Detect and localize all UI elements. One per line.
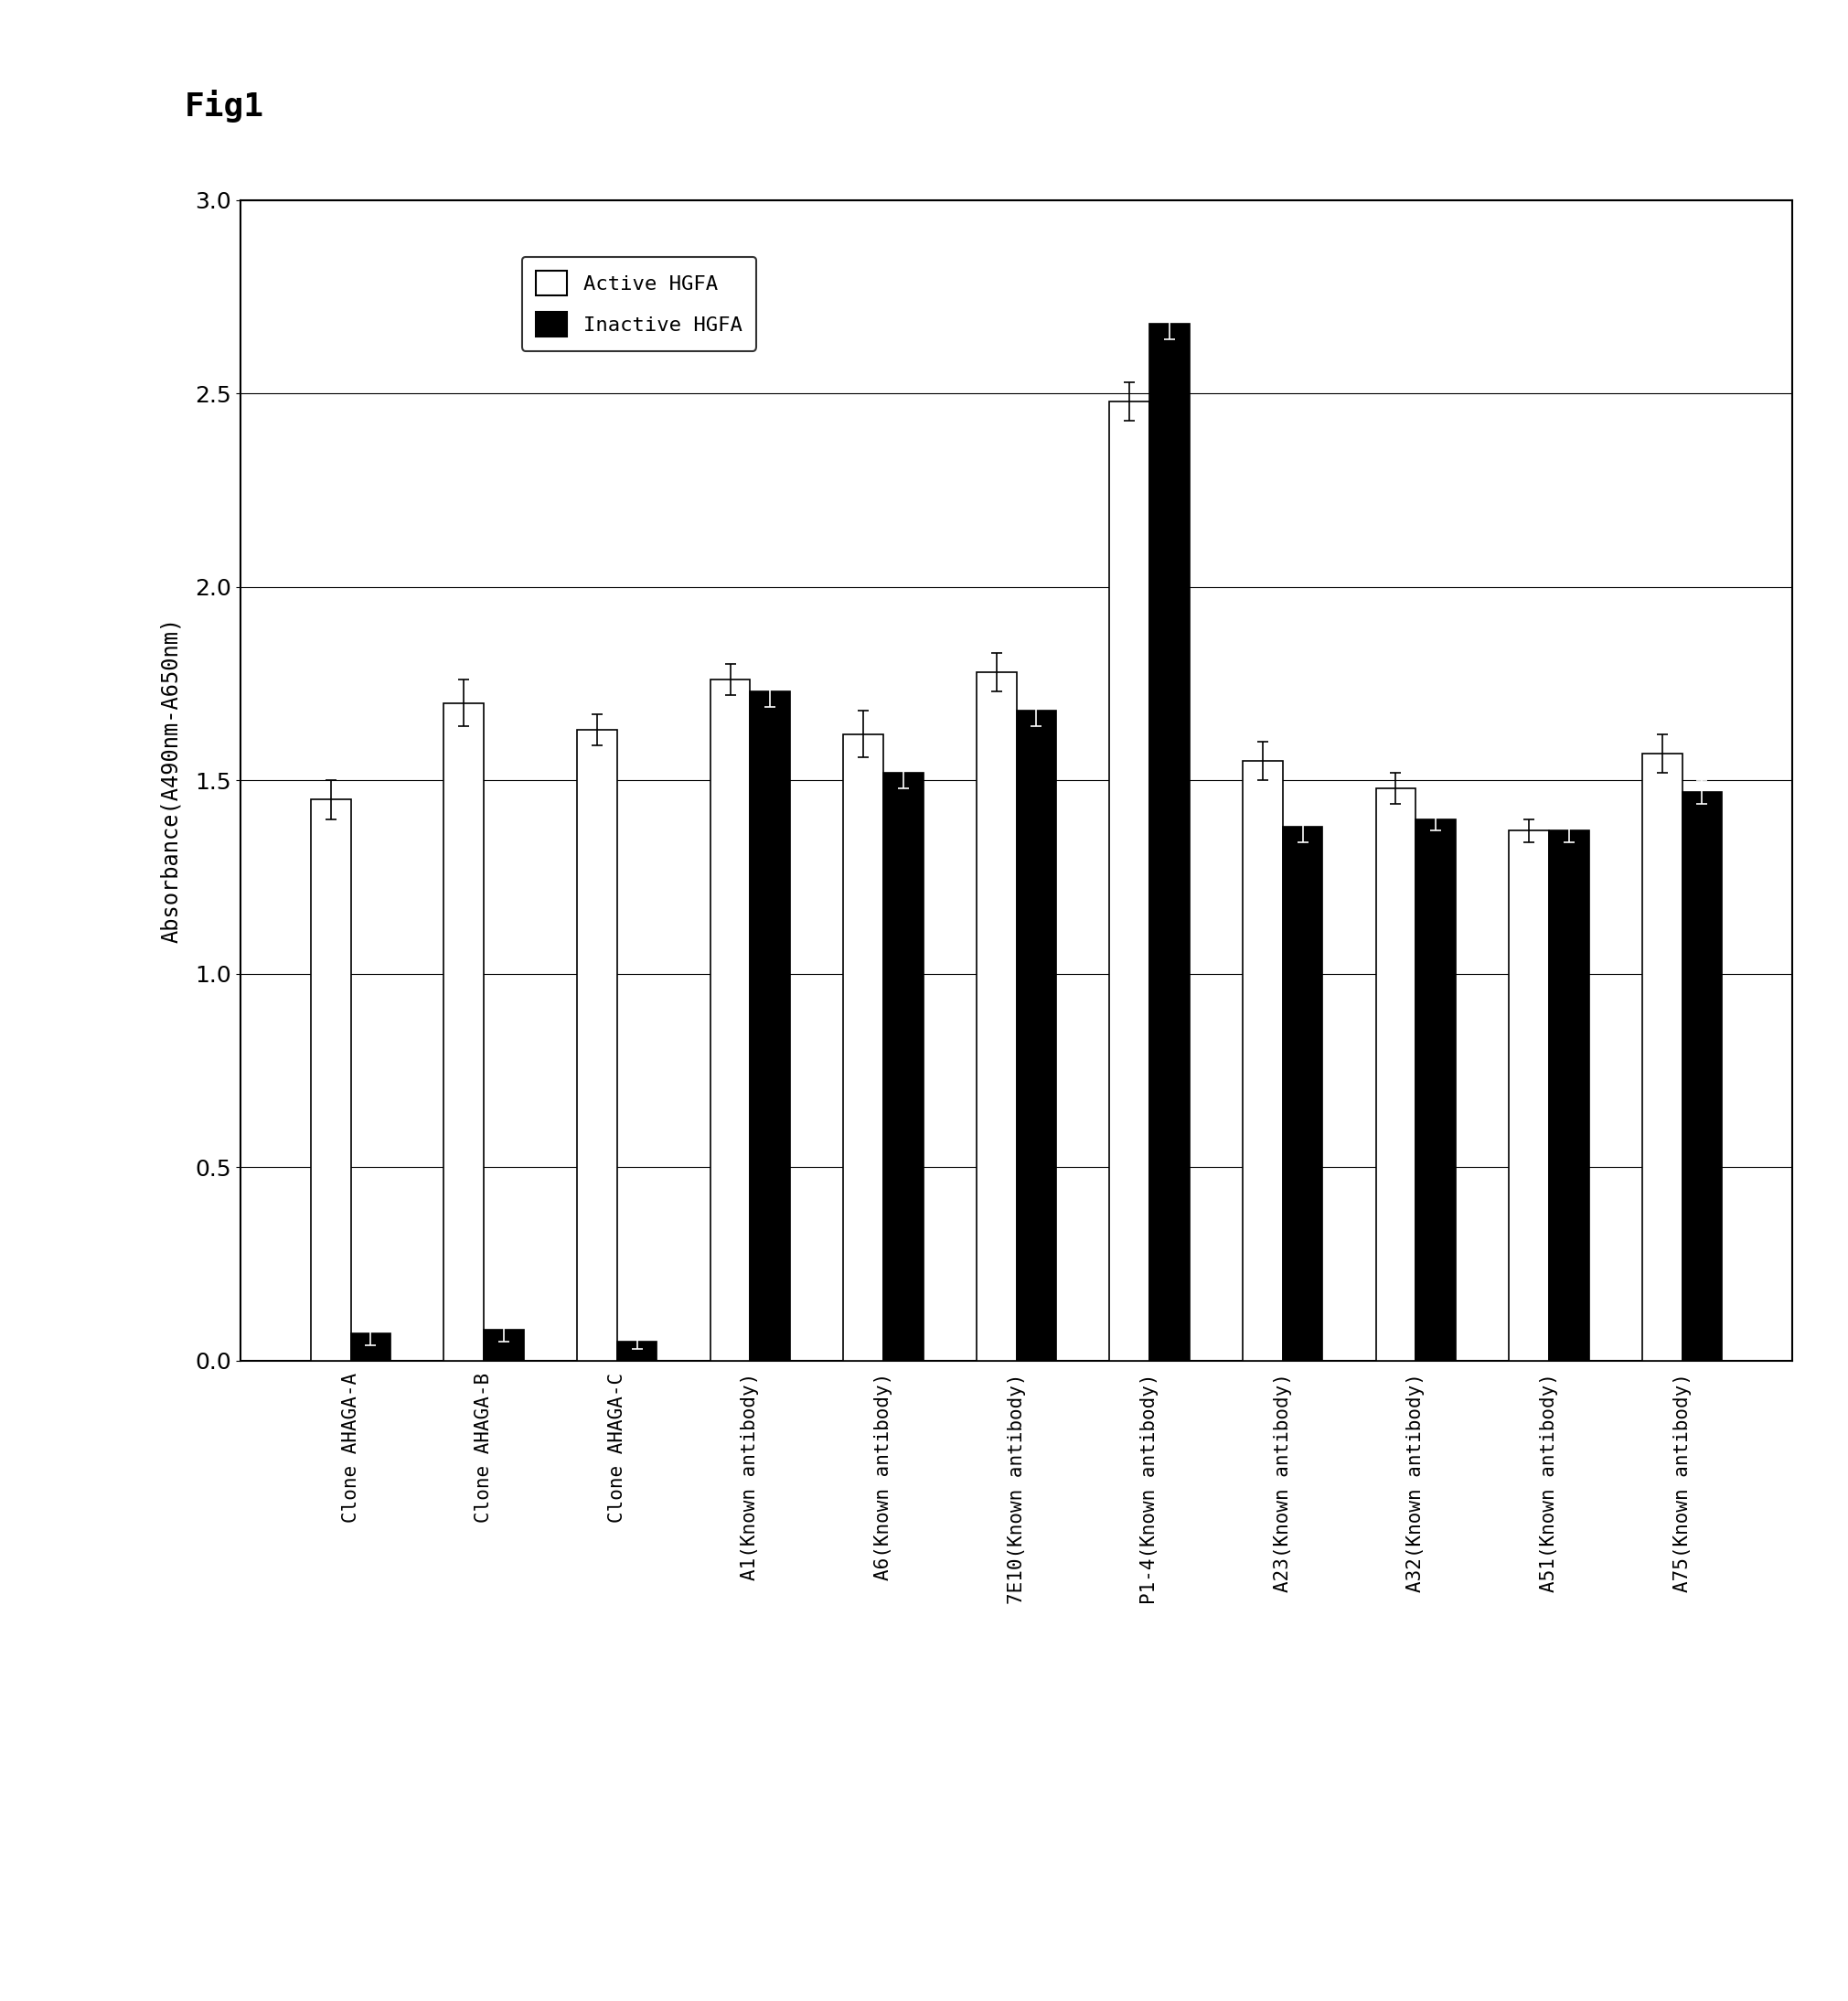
Bar: [1643, 752, 1682, 1361]
Legend: Active HGFA, Inactive HGFA: Active HGFA, Inactive HGFA: [521, 256, 756, 350]
Bar: [310, 800, 351, 1361]
Bar: [1242, 760, 1283, 1361]
Bar: [1149, 324, 1190, 1361]
Bar: [1283, 826, 1323, 1361]
Bar: [883, 772, 924, 1361]
Bar: [750, 692, 791, 1361]
Bar: [577, 730, 617, 1361]
Text: Fig1: Fig1: [185, 90, 264, 122]
Bar: [1549, 830, 1589, 1361]
Bar: [843, 734, 883, 1361]
Bar: [1377, 788, 1416, 1361]
Bar: [1682, 792, 1722, 1361]
Bar: [484, 1331, 523, 1361]
Bar: [617, 1341, 656, 1361]
Bar: [1016, 710, 1057, 1361]
Bar: [351, 1333, 390, 1361]
Bar: [976, 672, 1016, 1361]
Y-axis label: Absorbance(A490nm-A650nm): Absorbance(A490nm-A650nm): [161, 618, 183, 942]
Bar: [1510, 830, 1549, 1361]
Bar: [444, 702, 484, 1361]
Bar: [710, 680, 750, 1361]
Bar: [1416, 818, 1456, 1361]
Bar: [1109, 402, 1149, 1361]
